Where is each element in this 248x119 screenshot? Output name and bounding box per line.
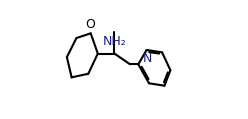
- Text: O: O: [86, 18, 96, 31]
- Text: NH₂: NH₂: [103, 35, 126, 47]
- Text: N: N: [143, 52, 153, 65]
